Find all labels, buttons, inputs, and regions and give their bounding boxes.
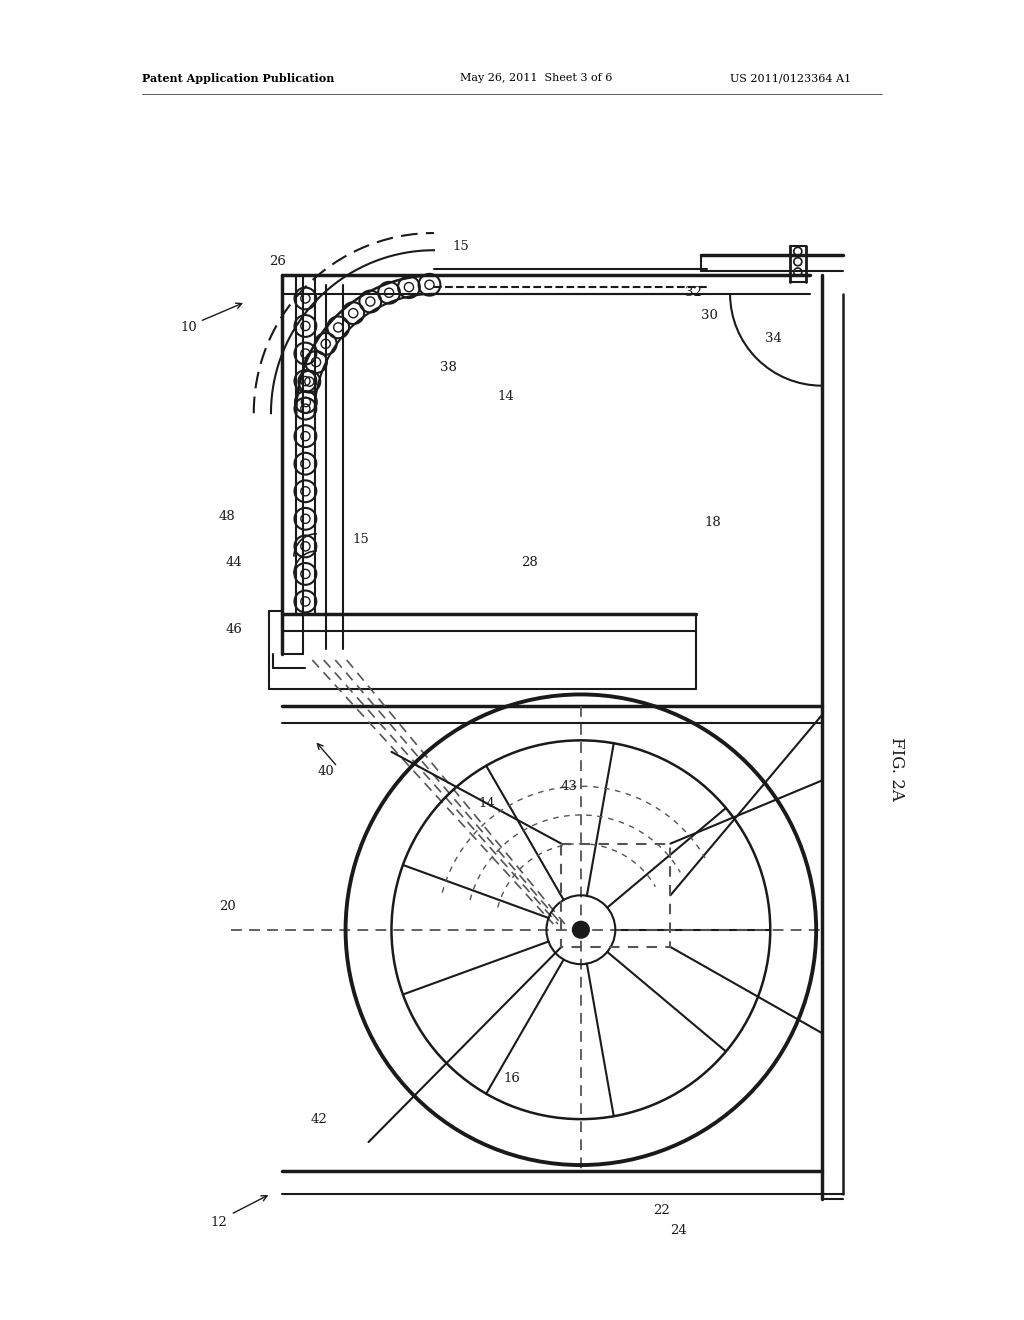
Text: 38: 38 [440,360,458,374]
Text: 34: 34 [765,333,782,345]
Text: May 26, 2011  Sheet 3 of 6: May 26, 2011 Sheet 3 of 6 [461,73,612,83]
Text: 32: 32 [685,286,701,300]
Text: 44: 44 [226,556,243,569]
Text: FIG. 2A: FIG. 2A [888,737,905,801]
Text: 15: 15 [352,533,369,546]
Text: 43: 43 [561,780,578,793]
Circle shape [572,921,589,937]
Text: 14: 14 [498,389,515,403]
Text: 24: 24 [670,1224,687,1237]
Text: Patent Application Publication: Patent Application Publication [142,73,335,83]
Text: 26: 26 [269,255,287,268]
Text: 12: 12 [211,1216,227,1229]
Text: 46: 46 [225,623,243,635]
Text: US 2011/0123364 A1: US 2011/0123364 A1 [730,73,851,83]
Text: 48: 48 [219,510,236,523]
Text: 30: 30 [701,309,718,322]
Text: 18: 18 [705,516,721,529]
Text: 16: 16 [504,1072,520,1085]
Text: 28: 28 [521,556,538,569]
Text: 14: 14 [478,797,496,810]
Text: 20: 20 [219,900,236,913]
Text: 10: 10 [180,321,197,334]
Text: 42: 42 [311,1113,328,1126]
Text: 22: 22 [653,1204,670,1217]
Text: 40: 40 [317,764,335,777]
Text: 15: 15 [452,240,469,253]
